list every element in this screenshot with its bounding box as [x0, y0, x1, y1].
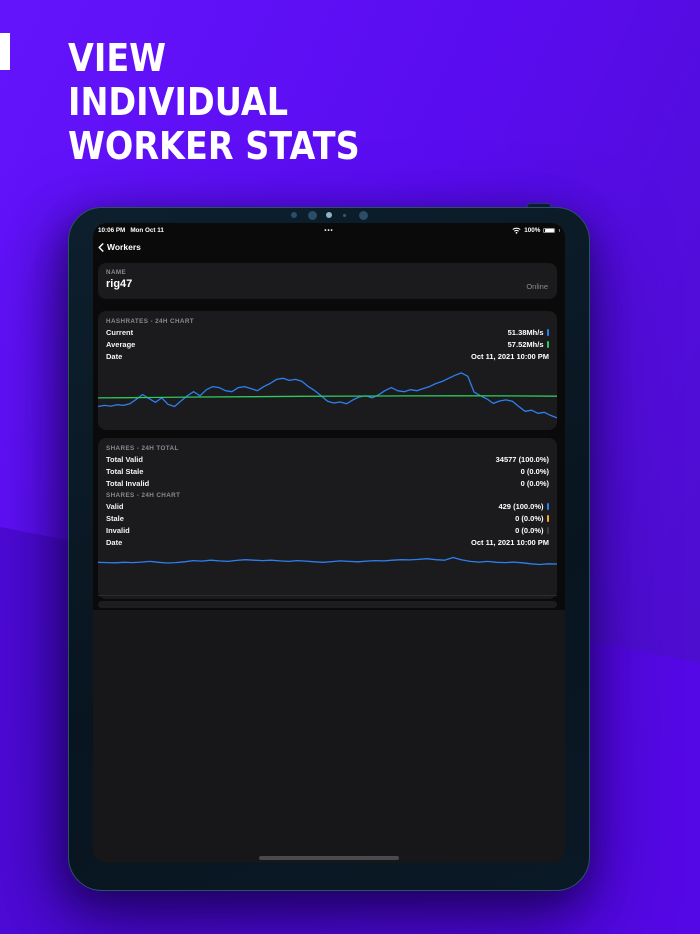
home-indicator[interactable] — [259, 856, 399, 860]
section-header: SHARES - 24H TOTAL — [106, 444, 179, 452]
status-bar: 10:06 PM Mon Oct 11 ••• 100% — [93, 225, 565, 236]
camera-dot-icon — [290, 212, 297, 218]
page-title: VIEW INDIVIDUAL WORKER STATS — [68, 36, 399, 168]
hero-accent-bar — [0, 33, 10, 70]
navigation-bar: Workers — [93, 239, 565, 255]
empty-scroll-area — [93, 610, 565, 863]
back-button-label: Workers — [107, 242, 141, 252]
ipad-camera-array — [68, 207, 590, 223]
separator — [98, 595, 557, 596]
stat-row-date: Date Oct 11, 2021 10:00 PM — [106, 351, 549, 361]
camera-lens-icon — [325, 212, 332, 218]
legend-indicator — [546, 502, 549, 510]
hashrate-line-chart[interactable] — [98, 366, 557, 426]
stat-row-current: Current 51.38Mh/s — [98, 326, 557, 338]
shares-line-chart[interactable] — [98, 546, 557, 594]
stat-row-valid: Valid 429 (100.0%) — [98, 500, 557, 512]
page-title-line: WORKER STATS — [68, 124, 360, 168]
stat-row-stale: Stale 0 (0.0%) — [98, 512, 557, 524]
wifi-icon — [512, 227, 521, 234]
battery-icon-tip — [558, 229, 560, 232]
name-field-label: NAME — [106, 269, 127, 276]
legend-indicator — [546, 526, 549, 534]
stat-row-total-invalid: Total Invalid 0 (0.0%) — [106, 478, 549, 488]
page-title-line: VIEW — [68, 36, 167, 80]
section-header: SHARES - 24H CHART — [106, 491, 181, 499]
status-time: 10:06 PM — [98, 227, 126, 234]
sensor-dot-icon — [342, 213, 346, 217]
shares-card: SHARES - 24H TOTAL Total Valid 34577 (10… — [98, 438, 557, 599]
stat-row-average: Average 57.52Mh/s — [98, 338, 557, 350]
page-title-line: INDIVIDUAL — [68, 80, 289, 124]
hashrates-card: HASHRATES - 24H CHART Current 51.38Mh/s … — [98, 311, 557, 430]
battery-icon — [543, 227, 556, 234]
stat-row-total-stale: Total Stale 0 (0.0%) — [106, 466, 549, 476]
worker-name: rig47 — [106, 278, 133, 290]
legend-indicator — [546, 514, 549, 522]
worker-status-badge: Online — [526, 282, 548, 291]
section-header: HASHRATES - 24H CHART — [106, 317, 195, 325]
ipad-screen: 10:06 PM Mon Oct 11 ••• 100% Workers NAM… — [93, 223, 565, 863]
camera-dot-icon — [358, 210, 368, 220]
stat-row-date: Date Oct 11, 2021 10:00 PM — [106, 537, 549, 547]
worker-name-card: NAME rig47 Online — [98, 263, 557, 299]
status-focus-indicator: ••• — [324, 227, 334, 234]
legend-indicator — [546, 340, 549, 348]
stat-row-total-valid: Total Valid 34577 (100.0%) — [106, 454, 549, 464]
battery-percent: 100% — [524, 227, 541, 234]
next-card-fragment — [98, 601, 557, 608]
stat-row-invalid: Invalid 0 (0.0%) — [98, 524, 557, 536]
camera-dot-icon — [307, 210, 317, 220]
status-time-date: 10:06 PM Mon Oct 11 — [98, 227, 164, 234]
status-date: Mon Oct 11 — [130, 227, 164, 234]
back-button[interactable]: Workers — [98, 242, 141, 252]
status-indicators: 100% — [512, 227, 560, 234]
chevron-left-icon — [98, 242, 104, 252]
legend-indicator — [546, 328, 549, 336]
